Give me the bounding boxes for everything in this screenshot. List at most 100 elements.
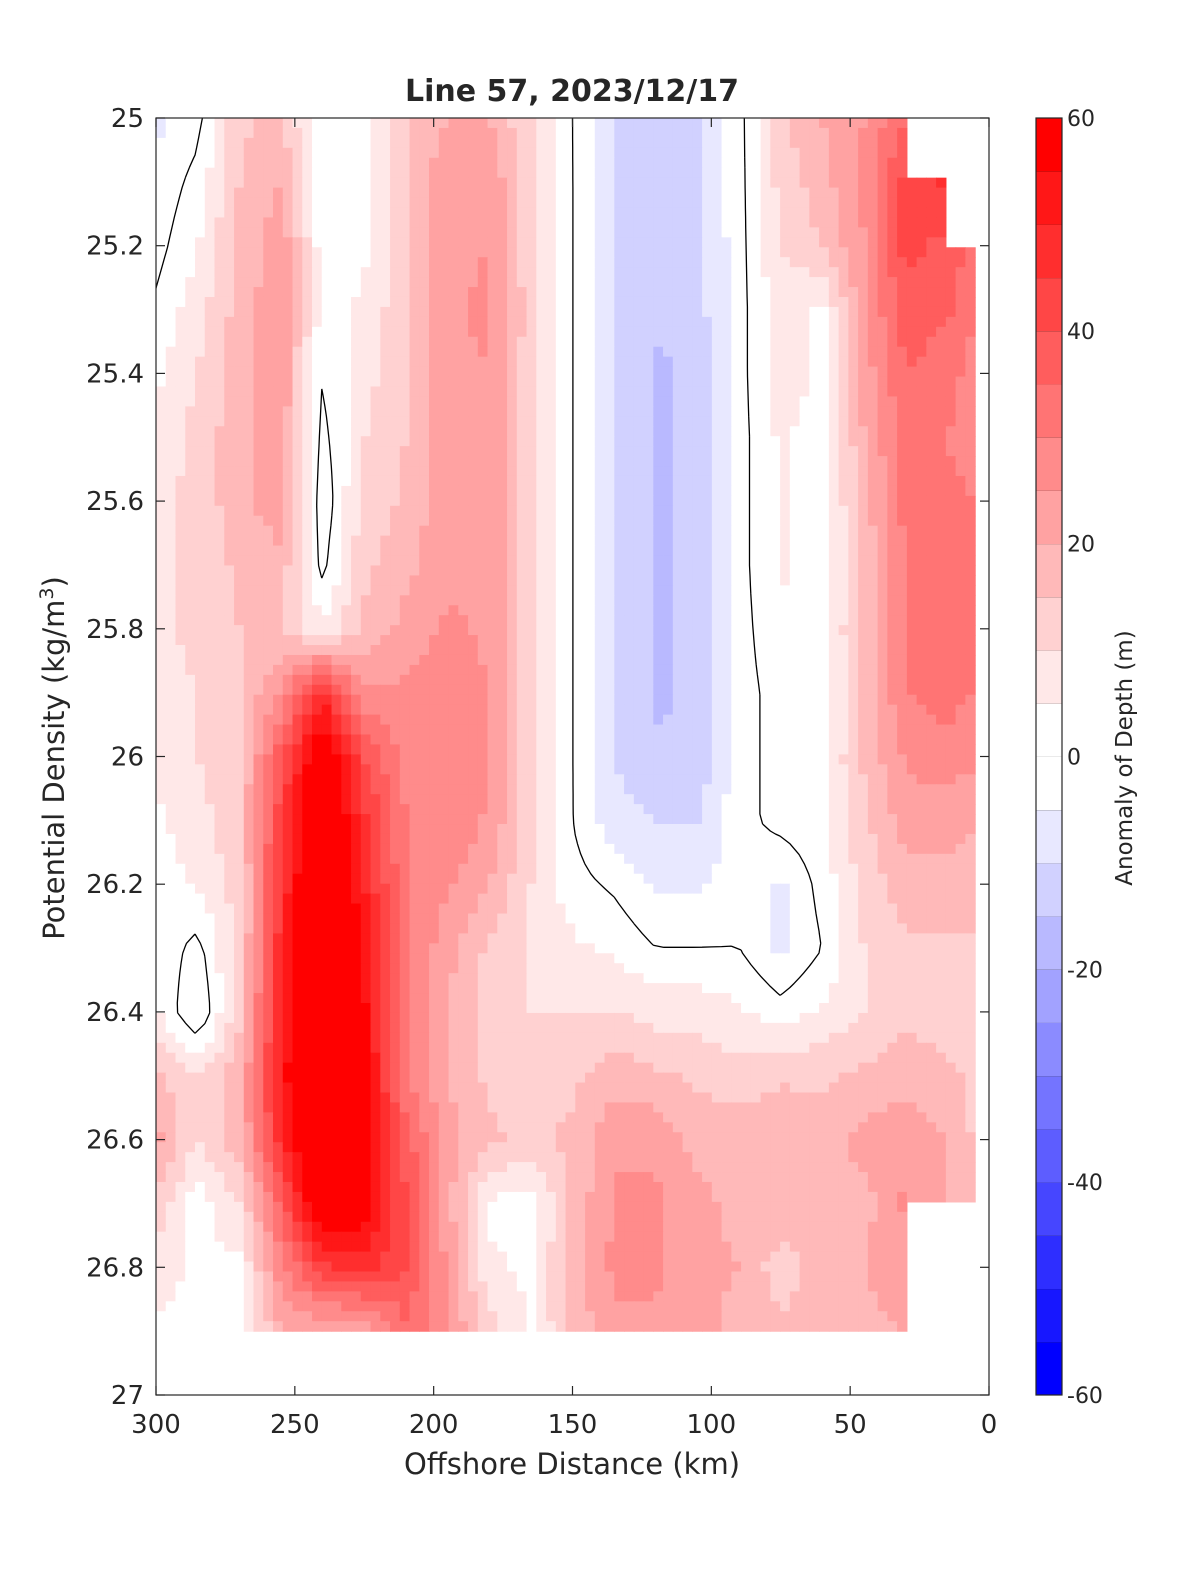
heatmap-cell (263, 277, 274, 288)
heatmap-cell (273, 545, 284, 557)
heatmap-cell (702, 336, 713, 348)
heatmap-cell (643, 585, 654, 596)
heatmap-cell (789, 495, 801, 507)
heatmap-cell (487, 625, 498, 636)
heatmap-cell (750, 396, 762, 407)
heatmap-cell (906, 406, 918, 417)
heatmap-cell (497, 684, 508, 696)
heatmap-cell (858, 237, 869, 248)
heatmap-cell (243, 485, 255, 497)
heatmap-cell (175, 217, 186, 228)
heatmap-cell (497, 466, 508, 477)
heatmap-cell (204, 137, 216, 149)
heatmap-cell (760, 485, 771, 497)
heatmap-cell (497, 167, 508, 179)
heatmap-cell (243, 137, 255, 149)
heatmap-cell (321, 565, 333, 577)
heatmap-cell (536, 346, 547, 358)
heatmap-cell (867, 694, 879, 706)
heatmap-cell (526, 118, 537, 129)
heatmap-cell (175, 515, 186, 527)
heatmap-cell (351, 625, 362, 636)
heatmap-cell (214, 555, 225, 567)
heatmap-cell (926, 406, 937, 417)
heatmap-cell (341, 277, 352, 288)
heatmap-cell (282, 654, 294, 666)
heatmap-cell (438, 575, 450, 586)
heatmap-cell (321, 505, 333, 517)
heatmap-cell (351, 694, 362, 706)
heatmap-cell (526, 575, 537, 586)
heatmap-cell (682, 306, 693, 318)
heatmap-cell (399, 625, 411, 636)
heatmap-cell (848, 615, 859, 626)
heatmap-cell (643, 555, 654, 567)
heatmap-cell (633, 515, 645, 527)
heatmap-cell (253, 704, 264, 716)
heatmap-cell (770, 277, 781, 288)
heatmap-cell (419, 565, 430, 577)
heatmap-cell (682, 615, 693, 626)
heatmap-cell (770, 575, 781, 586)
heatmap-cell (867, 147, 879, 159)
heatmap-cell (926, 217, 937, 228)
heatmap-cell (429, 287, 440, 298)
heatmap-cell (926, 346, 937, 358)
heatmap-cell (302, 336, 313, 348)
heatmap-cell (204, 207, 216, 219)
heatmap-cell (507, 356, 518, 368)
heatmap-cell (195, 416, 206, 427)
heatmap-cell (360, 694, 372, 706)
heatmap-cell (653, 545, 664, 557)
heatmap-cell (858, 605, 869, 616)
heatmap-cell (156, 615, 167, 626)
heatmap-cell (741, 336, 752, 348)
heatmap-cell (624, 555, 635, 567)
heatmap-cell (419, 694, 430, 706)
heatmap-cell (185, 237, 196, 248)
heatmap-cell (321, 187, 333, 199)
heatmap-cell (828, 505, 840, 517)
heatmap-cell (195, 426, 206, 437)
heatmap-cell (302, 565, 313, 577)
heatmap-cell (507, 207, 518, 219)
heatmap-cell (936, 525, 947, 537)
heatmap-cell (692, 386, 703, 398)
heatmap-cell (360, 287, 372, 298)
heatmap-cell (292, 237, 303, 248)
heatmap-cell (292, 485, 303, 497)
heatmap-cell (165, 366, 177, 378)
heatmap-cell (234, 545, 245, 557)
heatmap-cell (936, 336, 947, 348)
heatmap-cell (848, 267, 859, 278)
heatmap-cell (702, 257, 713, 268)
heatmap-cell (936, 217, 947, 228)
heatmap-cell (653, 346, 664, 358)
heatmap-cell (585, 664, 596, 676)
heatmap-cell (828, 645, 840, 656)
heatmap-cell (204, 446, 216, 457)
heatmap-cell (955, 495, 966, 507)
heatmap-cell (926, 595, 937, 606)
heatmap-cell (799, 565, 810, 577)
heatmap-cell (955, 326, 966, 338)
heatmap-cell (848, 316, 859, 328)
heatmap-cell (809, 177, 820, 189)
heatmap-cell (692, 575, 703, 586)
heatmap-cell (438, 336, 450, 348)
heatmap-cell (507, 296, 518, 308)
heatmap-cell (604, 615, 615, 626)
heatmap-cell (799, 366, 810, 378)
heatmap-cell (653, 664, 664, 676)
heatmap-cell (643, 237, 654, 248)
heatmap-cell (653, 654, 664, 666)
heatmap-cell (507, 167, 518, 179)
heatmap-cell (897, 654, 908, 666)
heatmap-cell (429, 475, 440, 487)
heatmap-cell (292, 505, 303, 517)
heatmap-cell (916, 535, 927, 547)
heatmap-cell (195, 277, 206, 288)
heatmap-cell (224, 277, 235, 288)
heatmap-cell (253, 356, 264, 368)
heatmap-cell (614, 396, 625, 407)
